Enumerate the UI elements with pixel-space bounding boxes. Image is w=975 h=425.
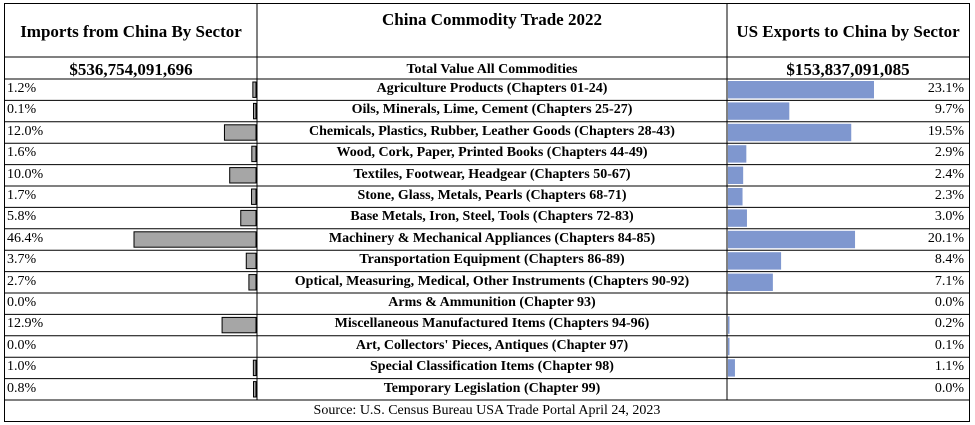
export-bar (728, 166, 744, 184)
export-percent-label: 20.1% (927, 230, 964, 246)
import-bar (248, 274, 257, 291)
import-percent-label: 0.1% (7, 102, 37, 118)
export-percent-label: 23.1% (927, 81, 964, 96)
sector-label: Wood, Cork, Paper, Printed Books (Chapte… (336, 145, 648, 161)
import-percent-label: 1.2% (7, 81, 37, 96)
export-bar (728, 81, 874, 99)
import-percent-label: 1.7% (7, 188, 37, 203)
export-bar (728, 145, 747, 163)
export-percent-label: 3.0% (934, 209, 964, 225)
import-percent-label: 10.0% (7, 166, 44, 182)
import-bar (251, 188, 257, 205)
import-percent-label: 0.0% (7, 295, 37, 310)
chart-frame (4, 3, 970, 422)
sector-label: Art, Collectors' Pieces, Antiques (Chapt… (355, 337, 629, 353)
import-bar (223, 124, 257, 141)
export-percent-label: 0.0% (934, 295, 964, 310)
import-percent-label: 46.4% (7, 230, 44, 246)
import-percent-label: 1.0% (7, 359, 37, 375)
export-bar (728, 316, 730, 334)
sector-label: Special Classification Items (Chapter 98… (370, 359, 614, 375)
export-percent-label: 1.1% (934, 359, 964, 375)
sector-label: Agriculture Products (Chapters 01-24) (376, 81, 608, 96)
import-bar (251, 145, 257, 163)
export-bar (728, 230, 856, 249)
export-percent-label: 0.1% (934, 337, 964, 353)
export-bar (728, 102, 790, 120)
exports-title: US Exports to China by Sector (736, 22, 960, 41)
sector-label: Transportation Equipment (Chapters 86-89… (359, 252, 625, 268)
export-percent-label: 0.0% (934, 380, 964, 396)
export-bar (728, 188, 743, 206)
import-percent-label: 1.6% (7, 145, 37, 161)
import-bar (253, 381, 257, 398)
import-percent-label: 12.0% (7, 123, 44, 139)
sector-label: Optical, Measuring, Medical, Other Instr… (294, 273, 690, 289)
sector-label: Machinery & Mechanical Appliances (Chapt… (328, 230, 656, 246)
chart-title: China Commodity Trade 2022 (382, 10, 602, 29)
export-percent-label: 8.4% (934, 252, 964, 268)
imports-title: Imports from China By Sector (20, 22, 242, 41)
import-percent-label: 3.7% (7, 252, 37, 268)
export-percent-label: 2.3% (934, 188, 964, 203)
import-bar (245, 252, 257, 270)
sector-label: Stone, Glass, Metals, Pearls (Chapters 6… (357, 188, 627, 203)
total-value-label: Total Value All Commodities (406, 62, 578, 77)
export-percent-label: 9.7% (934, 102, 964, 118)
export-bar (728, 123, 852, 142)
import-bar (253, 102, 257, 120)
export-bar (728, 359, 735, 377)
exports-total: $153,837,091,085 (786, 60, 910, 79)
import-bar (252, 359, 257, 377)
export-bar (728, 209, 747, 227)
import-percent-label: 2.7% (7, 273, 37, 289)
sector-label: Chemicals, Plastics, Rubber, Leather Goo… (309, 123, 675, 139)
sector-label: Base Metals, Iron, Steel, Tools (Chapter… (350, 209, 634, 225)
sector-label: Miscellaneous Manufactured Items (Chapte… (334, 316, 650, 332)
import-percent-label: 5.8% (7, 209, 37, 225)
import-bar (133, 231, 257, 248)
sector-label: Oils, Minerals, Lime, Cement (Chapters 2… (351, 102, 633, 118)
import-bar (221, 316, 257, 334)
sector-label: Arms & Ammunition (Chapter 93) (388, 295, 596, 310)
imports-total: $536,754,091,696 (69, 60, 193, 79)
import-percent-label: 0.8% (7, 380, 37, 396)
export-percent-label: 7.1% (934, 273, 964, 289)
import-percent-label: 0.0% (7, 337, 37, 353)
export-percent-label: 0.2% (934, 316, 964, 332)
import-bar (240, 209, 257, 227)
sector-label: Temporary Legislation (Chapter 99) (383, 380, 601, 396)
sector-label: Textiles, Footwear, Headgear (Chapters 5… (353, 166, 631, 182)
import-bar (229, 167, 257, 184)
source-note: Source: U.S. Census Bureau USA Trade Por… (313, 403, 661, 418)
export-percent-label: 2.4% (934, 166, 964, 182)
export-bar (728, 337, 730, 356)
import-bar (252, 81, 257, 98)
import-percent-label: 12.9% (7, 316, 44, 332)
export-percent-label: 2.9% (934, 145, 964, 161)
export-bar (728, 273, 773, 291)
export-percent-label: 19.5% (927, 123, 964, 139)
export-bar (728, 252, 782, 270)
